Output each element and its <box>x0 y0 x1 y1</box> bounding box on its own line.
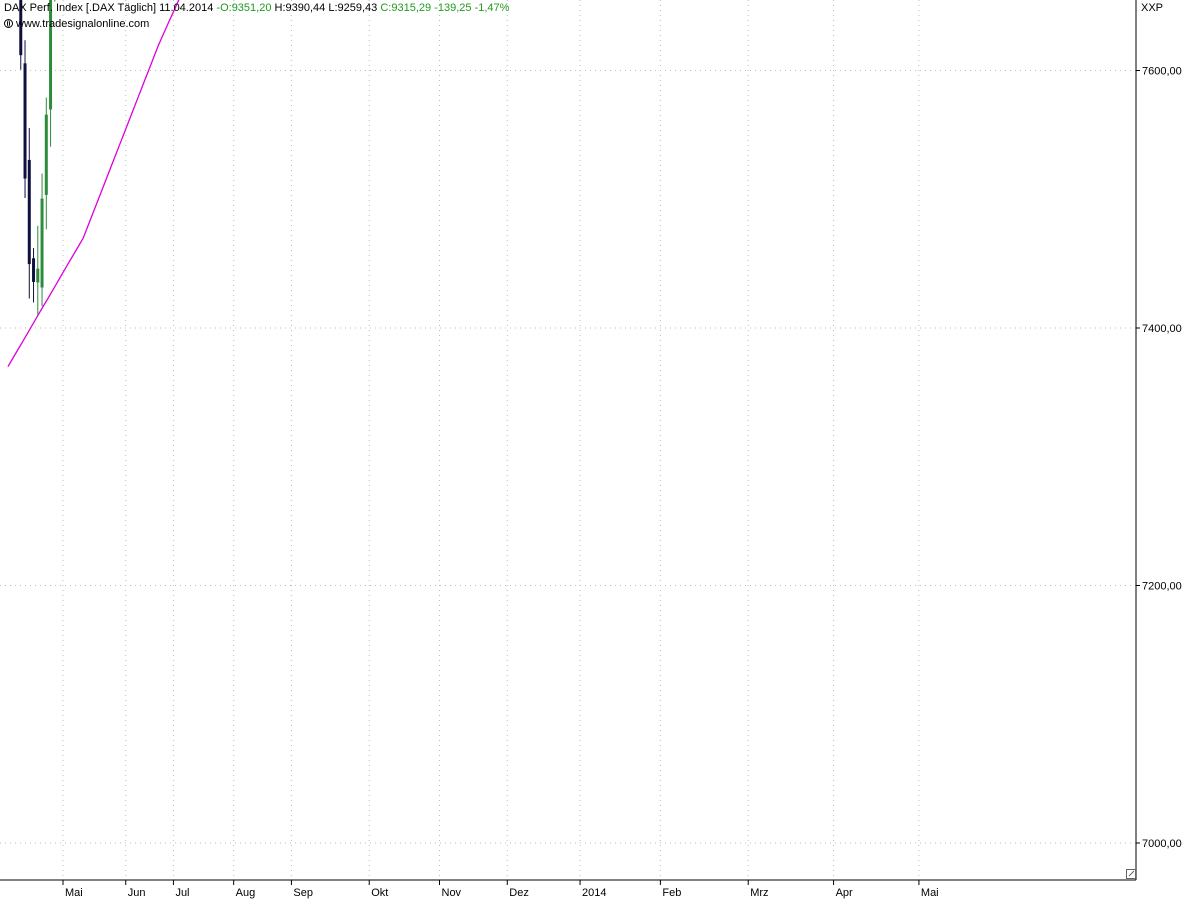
moving-average-layer <box>7 0 180 367</box>
moving-average-line <box>7 0 180 367</box>
candle-down <box>19 0 23 56</box>
x-tick-label: Jun <box>128 887 146 899</box>
candle-down <box>23 63 27 179</box>
candle-up <box>40 198 44 288</box>
x-tick-label: Okt <box>371 887 388 899</box>
x-tick-label: Aug <box>236 887 256 899</box>
instrument-name: DAX Perf. Index [.DAX Täglich] <box>4 2 157 14</box>
candle-down <box>32 258 36 282</box>
axes <box>0 0 1137 881</box>
x-tick-label: Nov <box>442 887 462 899</box>
bar-date: 11.04.2014 <box>159 2 214 14</box>
low-value: L:9259,43 <box>328 2 378 14</box>
x-tick-label: Jul <box>175 887 189 899</box>
x-tick-label: Mai <box>921 887 939 899</box>
website-text: www.tradesignalonline.com <box>16 18 150 30</box>
globe-icon <box>4 19 13 28</box>
symbol-tag: XXP <box>1141 2 1164 14</box>
close-value: C:9315,29 <box>380 2 432 14</box>
website-link[interactable]: www.tradesignalonline.com <box>4 18 149 30</box>
x-axis-month-labels: Mai Jun Jul Aug Sep Okt Nov Dez 2014 Feb Mrz Apr Mai <box>62 880 939 899</box>
x-tick-label: Mai <box>65 887 83 899</box>
x-tick-label: Mrz <box>750 887 768 899</box>
y-tick-label: 7000,00 <box>1142 838 1182 850</box>
x-tick-label: Feb <box>662 887 681 899</box>
candle-down <box>27 159 31 265</box>
candle-up <box>44 114 48 195</box>
y-tick-label: 7600,00 <box>1142 66 1182 78</box>
x-tick-label: 2014 <box>582 887 606 899</box>
y-axis-tick-labels: 7000,007200,007400,007600,007800,008000,… <box>1136 66 1182 850</box>
high-value: H:9390,44 <box>274 2 326 14</box>
change-percent: -1,47% <box>474 2 510 14</box>
change-value: -139,25 <box>434 2 472 14</box>
candle-up <box>36 268 40 283</box>
candlestick-series <box>19 0 56 316</box>
chart-header: DAX Perf. Index [.DAX Täglich] 11.04.201… <box>4 2 510 14</box>
y-tick-label: 7200,00 <box>1142 581 1182 593</box>
open-value: O:9351,20 <box>220 2 272 14</box>
candle-up <box>49 0 53 110</box>
x-tick-label: Sep <box>293 887 313 899</box>
x-tick-label: Apr <box>836 887 853 899</box>
price-grid <box>0 0 1136 880</box>
resize-corner-icon[interactable] <box>1126 869 1136 879</box>
y-tick-label: 7400,00 <box>1142 323 1182 335</box>
x-tick-label: Dez <box>509 887 529 899</box>
